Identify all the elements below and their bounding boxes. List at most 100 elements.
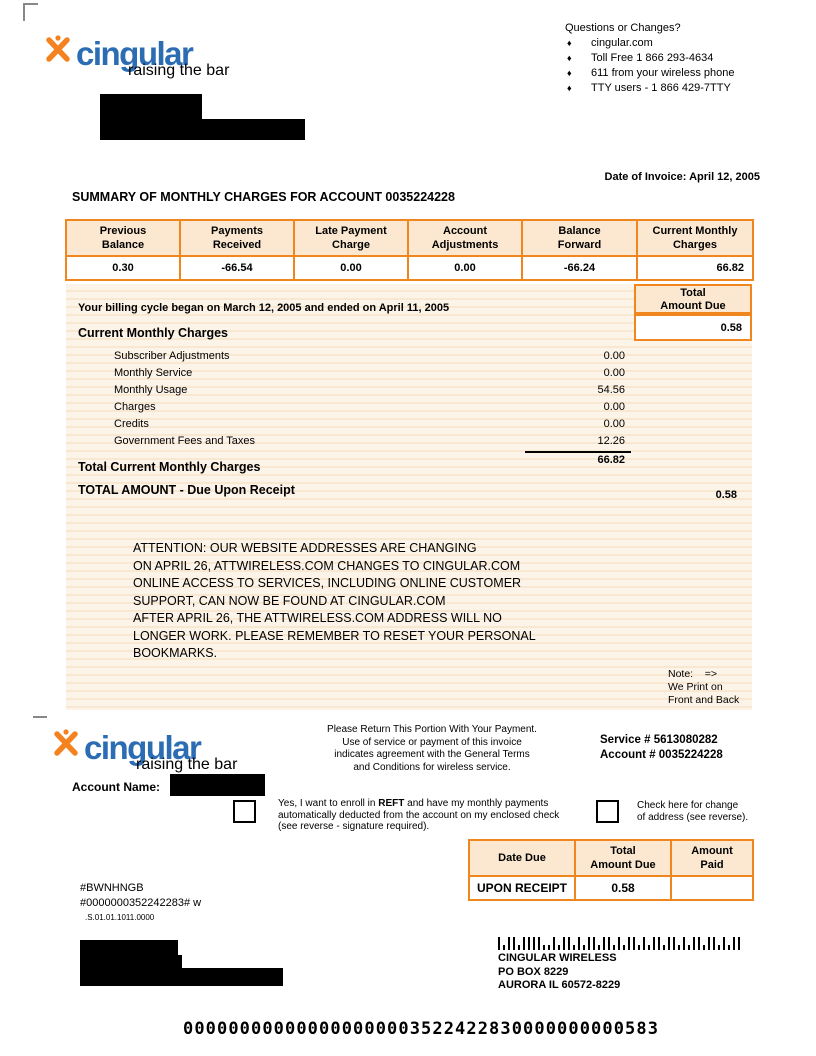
contact-block: Questions or Changes? ♦ cingular.com ♦ T… (565, 20, 795, 96)
col-late-payment-charge: Late Payment Charge (293, 219, 409, 257)
note-line: We Print on (668, 681, 723, 693)
payment-table: Date Due Total Amount Due Amount Paid UP… (468, 839, 754, 901)
total-amount-due-label: TOTAL AMOUNT - Due Upon Receipt (78, 483, 295, 497)
summary-title: SUMMARY OF MONTHLY CHARGES FOR ACCOUNT 0… (72, 190, 455, 204)
diamond-bullet-icon: ♦ (567, 38, 572, 48)
contact-item: ♦ TTY users - 1 866 429-7TTY (565, 81, 795, 96)
attention-line: LONGER WORK. PLEASE REMEMBER TO RESET YO… (133, 628, 536, 643)
trim-corner-mark (23, 3, 38, 21)
address-change-checkbox[interactable] (596, 800, 619, 823)
return-portion-block: Please Return This Portion With Your Pay… (312, 724, 552, 774)
cingular-x-icon (52, 728, 80, 763)
attention-line: BOOKMARKS. (133, 646, 218, 660)
line-item-label: Government Fees and Taxes (114, 435, 256, 447)
address-change-text: Check here for change of address (see re… (637, 800, 748, 824)
col-payments-received: Payments Received (179, 219, 295, 257)
remit-line: PO BOX 8229 (498, 965, 569, 978)
previous-balance-value: 0.30 (65, 255, 181, 281)
return-line: Use of service or payment of this invoic… (342, 736, 522, 748)
note-block: Note: => We Print on Front and Back (668, 668, 739, 707)
contact-item: ♦ cingular.com (565, 36, 795, 51)
account-number: Account # 0035224228 (600, 749, 723, 761)
attention-line: ONLINE ACCESS TO SERVICES, INCLUDING ONL… (133, 576, 522, 590)
contact-item: ♦ Toll Free 1 866 293-4634 (565, 51, 795, 66)
attention-line: ATTENTION: OUR WEBSITE ADDRESSES ARE CHA… (133, 541, 477, 555)
total-amount-due-cell: 0.58 (574, 875, 672, 901)
redaction-box-sender-3 (80, 968, 283, 986)
cingular-tagline: raising the bar (136, 756, 238, 773)
contact-heading: Questions or Changes? (565, 22, 681, 34)
total-current-monthly-charges-label: Total Current Monthly Charges (78, 460, 261, 474)
cingular-logo: cingular (44, 34, 194, 72)
cingular-wordmark: cingular (76, 35, 194, 72)
reft-enroll-checkbox[interactable] (233, 800, 256, 823)
account-adjustments-value: 0.00 (407, 255, 523, 281)
line-item-label: Subscriber Adjustments (114, 350, 230, 362)
return-line: indicates agreement with the General Ter… (334, 749, 530, 760)
summary-table-header-row: Previous Balance Payments Received Late … (65, 219, 754, 257)
payment-table-value-row: UPON RECEIPT 0.58 (468, 875, 754, 901)
trim-dash-mark (33, 716, 47, 718)
return-line: and Conditions for wireless service. (353, 761, 511, 773)
reft-line-1: Yes, I want to enroll in REFT and have m… (278, 798, 598, 810)
service-account-block: Service # 5613080282 Account # 003522422… (600, 733, 723, 763)
contact-item-label: Toll Free 1 866 293-4634 (591, 52, 714, 64)
invoice-date: Date of Invoice: April 12, 2005 (604, 171, 760, 183)
current-monthly-charges-heading: Current Monthly Charges (78, 326, 229, 340)
col-date-due: Date Due (468, 839, 576, 877)
col-total-amount-due: Total Amount Due (574, 839, 672, 877)
attention-block: ATTENTION: OUR WEBSITE ADDRESSES ARE CHA… (133, 540, 536, 663)
redaction-box-sender-1 (80, 940, 178, 957)
diamond-bullet-icon: ♦ (567, 68, 572, 78)
remit-address: CINGULAR WIRELESS PO BOX 8229 AURORA IL … (498, 952, 620, 993)
total-amount-due-value: 0.58 (715, 489, 737, 501)
line-item-value: 0.00 (603, 350, 625, 362)
line-item-value: 0.00 (603, 418, 625, 430)
amount-paid-cell[interactable] (670, 875, 754, 901)
charges-panel: Your billing cycle began on March 12, 20… (66, 284, 752, 710)
line-item-label: Charges (114, 401, 156, 413)
line-item-value: 0.00 (603, 401, 625, 413)
contact-item-label: 611 from your wireless phone (591, 67, 735, 79)
line-item-label: Credits (114, 418, 149, 430)
reft-text: Yes, I want to enroll in REFT and have m… (278, 798, 598, 833)
cingular-x-icon (44, 34, 72, 69)
address-change-line: Check here for change (637, 800, 739, 811)
late-payment-charge-value: 0.00 (293, 255, 409, 281)
total-amount-due-box-header: Total Amount Due (634, 284, 752, 314)
account-name-label: Account Name: (72, 780, 161, 794)
payments-received-value: -66.54 (179, 255, 295, 281)
payment-table-header-row: Date Due Total Amount Due Amount Paid (468, 839, 754, 877)
col-account-adjustments: Account Adjustments (407, 219, 523, 257)
code-line: #0000000352242283# w (80, 897, 202, 909)
contact-item-label: TTY users - 1 866 429-7TTY (591, 82, 731, 94)
reft-line-2: automatically deducted from the account … (278, 809, 560, 821)
note-line: Front and Back (668, 694, 740, 706)
line-item-value: 12.26 (597, 435, 625, 447)
redaction-box-address-2 (100, 119, 305, 140)
line-item-value: 54.56 (597, 384, 625, 396)
reft-line-1-pre: Yes, I want to enroll in (278, 798, 379, 809)
remit-line: AURORA IL 60572-8229 (498, 979, 621, 991)
diamond-bullet-icon: ♦ (567, 53, 572, 63)
service-number: Service # 5613080282 (600, 734, 718, 746)
cingular-wordmark: cingular (84, 729, 202, 766)
redaction-box-sender-2 (80, 955, 182, 969)
ocr-scan-line: 0000000000000000000035224228300000000005… (183, 1019, 660, 1039)
col-amount-paid: Amount Paid (670, 839, 754, 877)
attention-line: ON APRIL 26, ATTWIRELESS.COM CHANGES TO … (133, 558, 521, 573)
remit-line: CINGULAR WIRELESS (498, 952, 617, 964)
subtotal-rule (525, 451, 631, 453)
attention-line: AFTER APRIL 26, THE ATTWIRELESS.COM ADDR… (133, 611, 502, 625)
current-monthly-charges-value: 66.82 (636, 255, 754, 281)
reft-line-1-post: and have my monthly payments (404, 798, 549, 809)
processing-codes: #BWNHNGB #0000000352242283# w .S.01.01.1… (80, 881, 201, 924)
contact-item: ♦ 611 from your wireless phone (565, 66, 795, 81)
code-line: #BWNHNGB (80, 882, 144, 894)
col-balance-forward: Balance Forward (521, 219, 638, 257)
line-item-label: Monthly Usage (114, 384, 188, 396)
redaction-box-account-name (170, 774, 265, 796)
postnet-barcode (498, 937, 740, 950)
date-due-value: UPON RECEIPT (468, 875, 576, 901)
line-item-label: Monthly Service (114, 367, 193, 379)
